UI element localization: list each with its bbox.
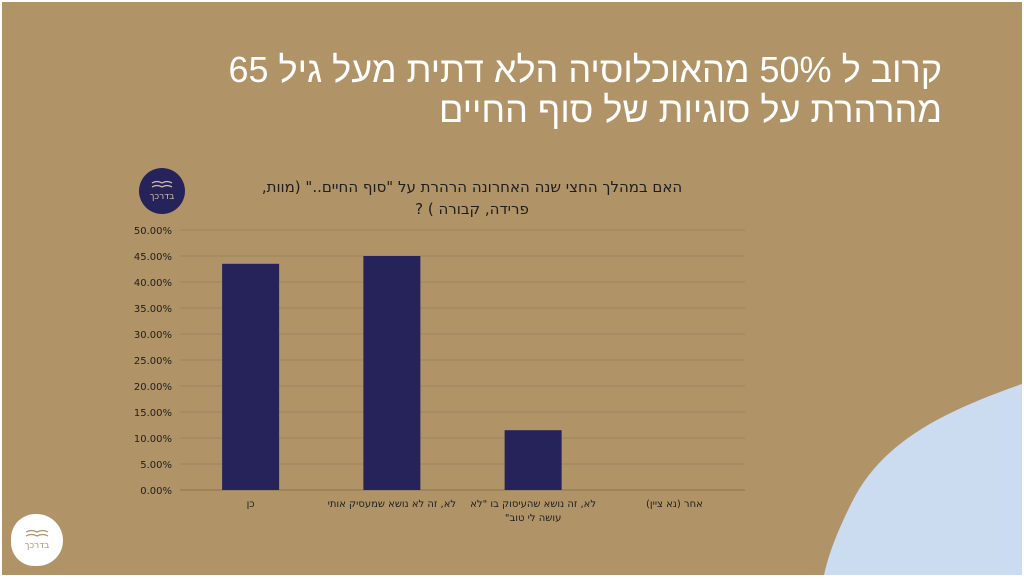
- y-tick-label: 5.00%: [140, 460, 172, 471]
- headline-line-2: מהרהרת על סוגיות של סוף החיים: [439, 89, 942, 130]
- open-book-icon: [25, 529, 49, 537]
- y-tick-label: 25.00%: [134, 356, 172, 367]
- y-tick-label: 35.00%: [134, 304, 172, 315]
- x-category-label: עושה לי טוב": [505, 513, 561, 524]
- y-tick-label: 15.00%: [134, 408, 172, 419]
- bar: [504, 430, 562, 490]
- bar: [222, 263, 280, 490]
- y-tick-label: 30.00%: [134, 330, 172, 341]
- x-category-label: אחר (נא ציין): [646, 499, 703, 510]
- y-tick-label: 45.00%: [134, 252, 172, 263]
- logo-text: בדרכך: [149, 192, 175, 202]
- logo-bottom: בדרכך: [11, 514, 63, 566]
- x-category-label: לא, זה נושא שהעיסוק בו "לא: [470, 499, 596, 510]
- logo-top: בדרכך: [139, 168, 185, 214]
- y-tick-label: 10.00%: [134, 434, 172, 445]
- y-tick-label: 50.00%: [134, 226, 172, 237]
- y-tick-label: 40.00%: [134, 278, 172, 289]
- chart-title: האם במהלך החצי שנה האחרונה הרהרת על "סוף…: [261, 178, 683, 218]
- x-category-label: כן: [247, 499, 255, 510]
- x-category-label: לא, זה לא נושא שמעסיק אותי: [328, 499, 456, 510]
- bar: [363, 256, 421, 490]
- headline-line-1: קרוב ל 50% מהאוכלוסיה הלא דתית מעל גיל 6…: [228, 49, 942, 90]
- y-tick-label: 20.00%: [134, 382, 172, 393]
- open-book-icon: [151, 180, 173, 188]
- logo-text-bottom: בדרכך: [24, 541, 50, 551]
- y-tick-label: 0.00%: [140, 486, 172, 497]
